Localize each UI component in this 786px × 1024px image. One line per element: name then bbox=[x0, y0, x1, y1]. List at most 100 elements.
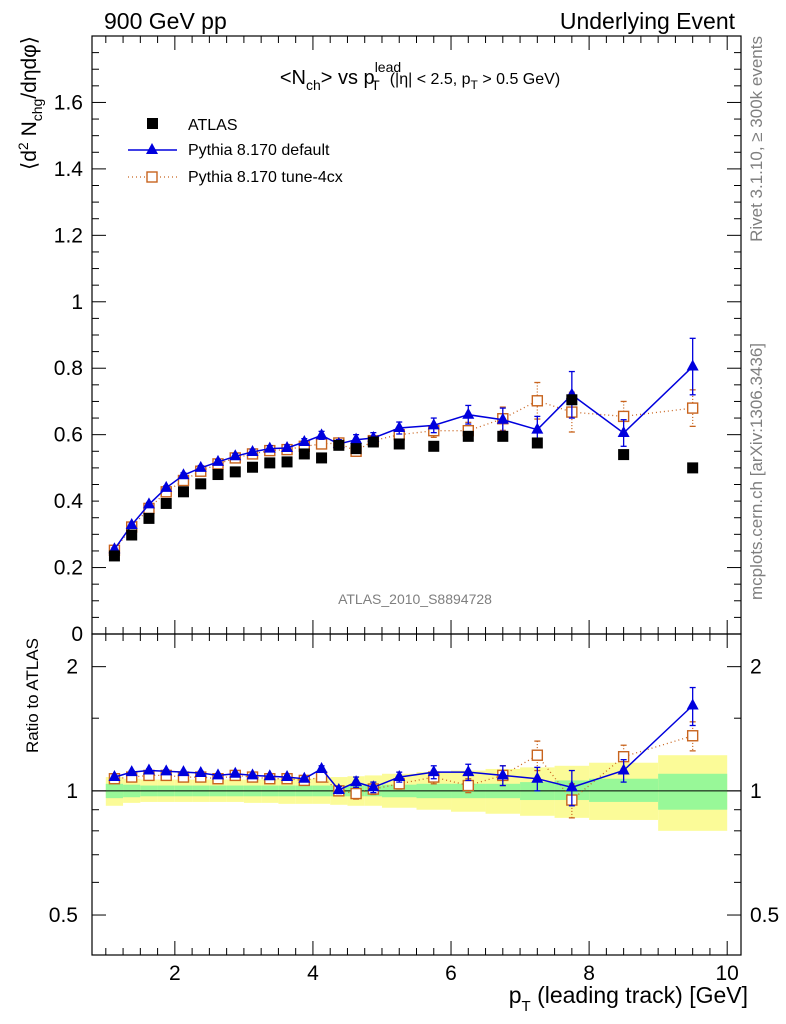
header-left: 900 GeV pp bbox=[104, 8, 227, 34]
ratio-default-point bbox=[125, 765, 138, 777]
y-tick-label: 0.6 bbox=[54, 424, 83, 447]
x-tick-label: 2 bbox=[169, 962, 181, 985]
ratio-default-point bbox=[142, 763, 155, 775]
ratio-default-point bbox=[229, 766, 242, 778]
main-atlas-point bbox=[247, 461, 259, 473]
main-default-point bbox=[177, 468, 190, 480]
main-default-point bbox=[462, 407, 475, 419]
ratio-default-point bbox=[531, 771, 544, 783]
main-tune-point bbox=[686, 402, 699, 414]
main-default-point bbox=[617, 426, 630, 438]
y-tick-label: 1 bbox=[71, 291, 83, 314]
ratio-default-point bbox=[393, 770, 406, 782]
main-atlas-point bbox=[143, 512, 155, 524]
x-tick-label: 10 bbox=[716, 962, 739, 985]
ratio-default-point bbox=[194, 765, 207, 777]
main-atlas-point bbox=[195, 478, 207, 490]
main-default-point bbox=[350, 432, 363, 444]
main-default-point bbox=[686, 359, 699, 371]
ratio-y-tick-label-left: 0.5 bbox=[49, 904, 78, 927]
rivet-label: Rivet 3.1.10, ≥ 300k events bbox=[747, 36, 766, 242]
legend-default-label: Pythia 8.170 default bbox=[188, 142, 330, 159]
legend-tune-marker bbox=[146, 171, 158, 183]
ratio-default-point bbox=[565, 780, 578, 792]
ratio-default-point bbox=[177, 765, 190, 777]
main-tune-point bbox=[531, 395, 544, 407]
ratio-y-tick-label-right: 0.5 bbox=[750, 904, 779, 927]
main-default-point bbox=[142, 497, 155, 509]
main-default-point bbox=[194, 460, 207, 472]
x-tick-label: 8 bbox=[583, 962, 595, 985]
main-atlas-point bbox=[316, 452, 328, 464]
ratio-default-point bbox=[427, 765, 440, 777]
ratio-default-point bbox=[617, 763, 630, 775]
ratio-default-point bbox=[160, 764, 173, 776]
header-right: Underlying Event bbox=[560, 8, 736, 34]
main-default-point bbox=[212, 454, 225, 466]
ratio-tune-point bbox=[686, 730, 699, 742]
main-atlas-point bbox=[462, 430, 474, 442]
y-tick-label: 1.6 bbox=[54, 91, 83, 114]
ratio-default-point bbox=[496, 768, 509, 780]
main-atlas-point bbox=[333, 439, 345, 451]
main-atlas-point bbox=[393, 438, 405, 450]
analysis-watermark: ATLAS_2010_S8894728 bbox=[338, 591, 492, 607]
y-tick-label: 1.2 bbox=[54, 224, 83, 247]
y-tick-label: 0.4 bbox=[54, 490, 84, 513]
main-atlas-point bbox=[160, 497, 172, 509]
main-default-point bbox=[281, 440, 294, 452]
main-default-point bbox=[531, 422, 544, 434]
legend-tune-label: Pythia 8.170 tune-4cx bbox=[188, 169, 343, 186]
main-atlas-point bbox=[428, 440, 440, 452]
y-tick-label: 0 bbox=[71, 623, 83, 646]
main-atlas-point bbox=[531, 437, 543, 449]
main-atlas-point bbox=[350, 443, 362, 455]
ratio-default-point bbox=[298, 771, 311, 783]
ratio-default-point bbox=[367, 780, 380, 792]
main-atlas-point bbox=[687, 462, 699, 474]
main-atlas-point bbox=[281, 456, 293, 468]
legend: ATLAS Pythia 8.170 default Pythia 8.170 … bbox=[128, 117, 343, 186]
main-default-point bbox=[263, 441, 276, 453]
main-default-point bbox=[229, 449, 242, 461]
ratio-tune-point bbox=[350, 787, 362, 800]
main-atlas-point bbox=[126, 529, 138, 541]
main-atlas-point bbox=[229, 466, 241, 478]
main-atlas-point bbox=[212, 469, 224, 481]
y-tick-label: 1.4 bbox=[54, 158, 84, 181]
ratio-default-point bbox=[263, 769, 276, 781]
y-axis-label-main: ⟨d2 Nchg/dηdφ⟩ bbox=[15, 36, 45, 170]
ratio-default-point bbox=[246, 768, 259, 780]
mcplots-label: mcplots.cern.ch [arXiv:1306.3436] bbox=[747, 343, 766, 600]
main-plot-panel: <Nch> vs plead T (|η| < 2.5, pT > 0.5 GeV)… bbox=[128, 59, 560, 607]
ratio-default-point bbox=[281, 770, 294, 782]
x-tick-label: 6 bbox=[445, 962, 457, 985]
x-axis-label: pT (leading track) [GeV] bbox=[509, 982, 748, 1015]
main-tune-point bbox=[315, 438, 328, 450]
main-atlas-point bbox=[497, 430, 509, 442]
ratio-band-inner bbox=[658, 773, 728, 810]
main-default-point bbox=[427, 418, 440, 430]
y-axis-label-ratio: Ratio to ATLAS bbox=[23, 638, 42, 753]
main-atlas-point bbox=[566, 394, 578, 406]
ratio-default-point bbox=[686, 698, 699, 710]
main-atlas-point bbox=[177, 486, 189, 498]
legend-atlas-label: ATLAS bbox=[188, 117, 238, 134]
ratio-default-point bbox=[108, 770, 121, 782]
main-default-point bbox=[315, 428, 328, 440]
y-tick-label: 0.8 bbox=[54, 357, 83, 380]
main-atlas-point bbox=[298, 448, 310, 460]
main-default-point bbox=[160, 480, 173, 492]
main-default-point bbox=[246, 444, 259, 456]
main-atlas-point bbox=[108, 550, 120, 562]
main-default-line bbox=[113, 366, 694, 550]
ratio-default-point bbox=[350, 775, 363, 787]
main-default-point bbox=[393, 421, 406, 433]
ratio-default-point bbox=[315, 761, 328, 773]
ratio-y-tick-label-right: 1 bbox=[750, 780, 762, 803]
ratio-y-tick-label-left: 2 bbox=[66, 656, 78, 679]
y-tick-label: 0.2 bbox=[54, 557, 83, 580]
main-atlas-point bbox=[264, 457, 276, 469]
main-atlas-point bbox=[367, 436, 379, 448]
